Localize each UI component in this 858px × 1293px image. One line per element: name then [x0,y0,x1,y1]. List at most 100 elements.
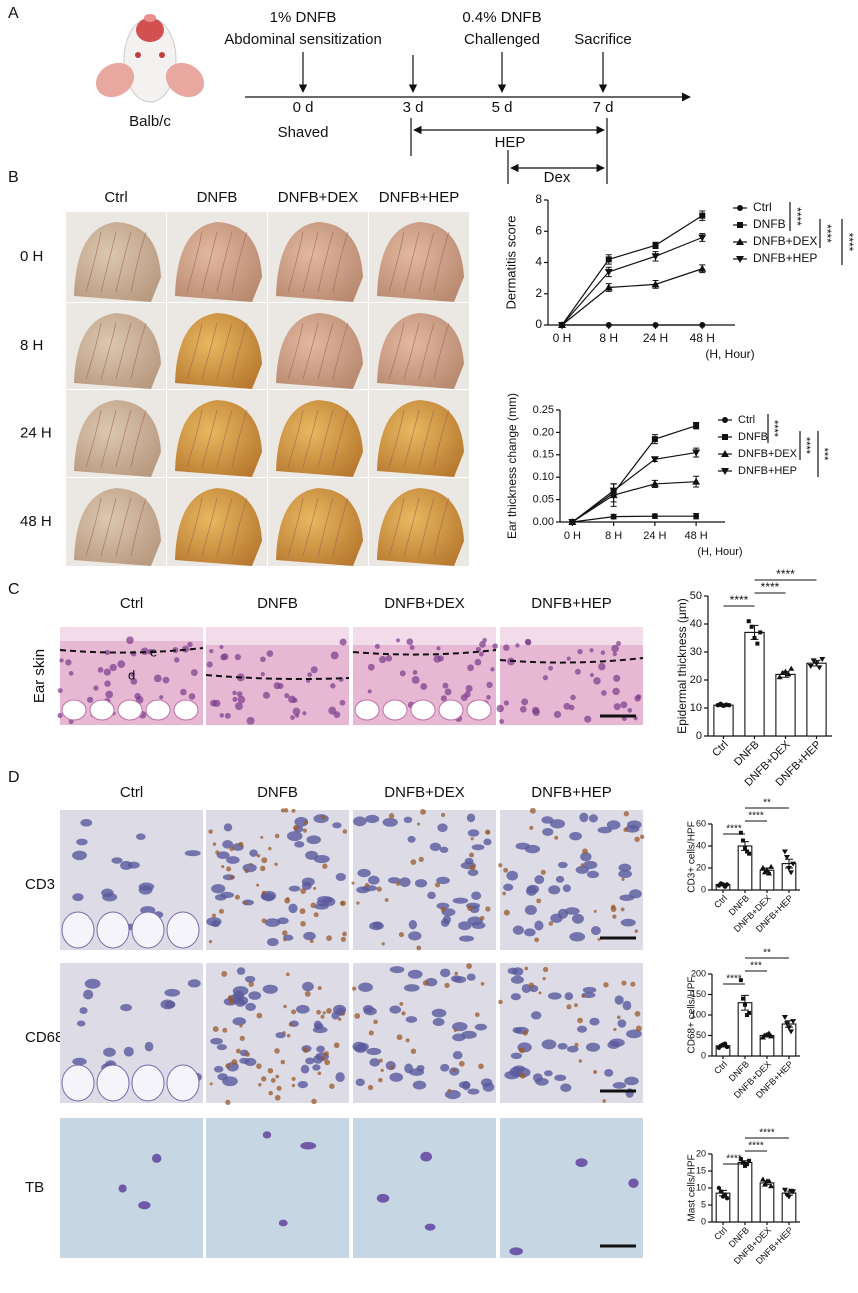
nucleus [492,643,498,649]
stain [418,856,424,862]
nucleus [620,701,628,709]
nucleus [367,689,372,694]
nucleus [374,643,380,649]
significance-label: **** [726,974,742,985]
adipocyte [166,1064,200,1102]
y-axis-label: Mast cells/HPF [687,1154,698,1221]
y-tick-label: 50 [696,1030,706,1040]
bar [737,1161,753,1223]
nucleus [260,656,266,663]
vessel [418,409,435,468]
significance-label: **** [730,593,749,607]
stain [519,1048,525,1054]
vessel [85,322,102,380]
stain [529,807,536,814]
ihc-image [206,1118,349,1258]
vessel [433,497,450,557]
chart: 0.00 0.05 0.10 0.15 0.20 0.25 Ear thickness ch… [505,393,830,558]
data-point [786,1025,792,1031]
nucleus [587,870,600,879]
stain [574,1042,579,1048]
nucleus [521,698,529,706]
vessel [433,231,450,293]
nucleus [407,835,416,843]
adipocyte [354,699,380,721]
nucleus [574,668,581,675]
stain [610,906,617,913]
histology-grid: Ctrl DNFB DNFB+DEX DNFB+HEP [57,595,644,725]
nucleus [79,1007,88,1014]
nucleus [65,659,72,666]
vessel [186,409,203,468]
nucleus [296,1004,310,1014]
nucleus [190,669,198,676]
data-point [768,863,775,869]
y-tick-label: 6 [535,223,542,237]
marker [609,487,618,495]
y-tick-label: 60 [696,818,706,828]
stain [209,1082,213,1086]
stain [634,836,640,843]
stain [540,869,546,875]
column-header: DNFB+DEX [278,189,358,206]
stain [468,852,475,858]
nucleus [57,688,63,694]
nucleus [466,813,476,823]
nucleus [305,1057,315,1065]
nucleus [76,838,88,846]
nucleus [613,703,621,711]
significance-label: ** [763,798,771,809]
nucleus [442,682,449,689]
adipocyte [410,699,436,721]
stain [376,886,382,892]
stain [212,842,217,846]
data-point [724,1044,730,1050]
vessel [130,409,147,468]
ear [175,400,262,477]
nucleus [532,1073,543,1083]
stain [261,1076,267,1082]
nucleus [510,993,521,1001]
ear [377,222,464,302]
stain [395,881,401,886]
nucleus [307,672,313,678]
vessel [115,409,132,468]
data-point [752,636,757,640]
day-label: 0 d [293,99,314,116]
y-axis-label: CD3+ cells/HPF [687,821,698,892]
vessel [115,497,132,557]
vessel [130,322,147,380]
nucleus [399,670,406,677]
significance-label: ** [763,948,771,959]
treatment-label: HEP [495,134,526,151]
series-line [561,236,703,326]
nucleus [138,1201,151,1210]
nucleus [301,877,315,887]
nucleus [213,699,221,708]
nucleus [416,1064,425,1072]
nucleus [436,902,450,910]
vessel [388,322,405,380]
vessel [317,231,334,293]
legend-label: DNFB+HEP [753,251,817,265]
ear [175,488,262,566]
stain [229,875,235,880]
stain [302,828,307,833]
nucleus [302,981,314,992]
stain [300,921,306,927]
y-tick-label: 0.00 [533,516,554,528]
nucleus [403,816,413,824]
x-axis-label: (H, Hour) [705,347,754,361]
nucleus [589,672,594,678]
nucleus [606,820,621,830]
stain [313,886,317,891]
marker [652,242,659,249]
series-line [561,268,703,326]
vessel [201,231,218,293]
nucleus [93,685,99,691]
nucleus [332,822,342,829]
stain [454,971,459,976]
nucleus [553,710,562,719]
nucleus [313,1020,322,1030]
